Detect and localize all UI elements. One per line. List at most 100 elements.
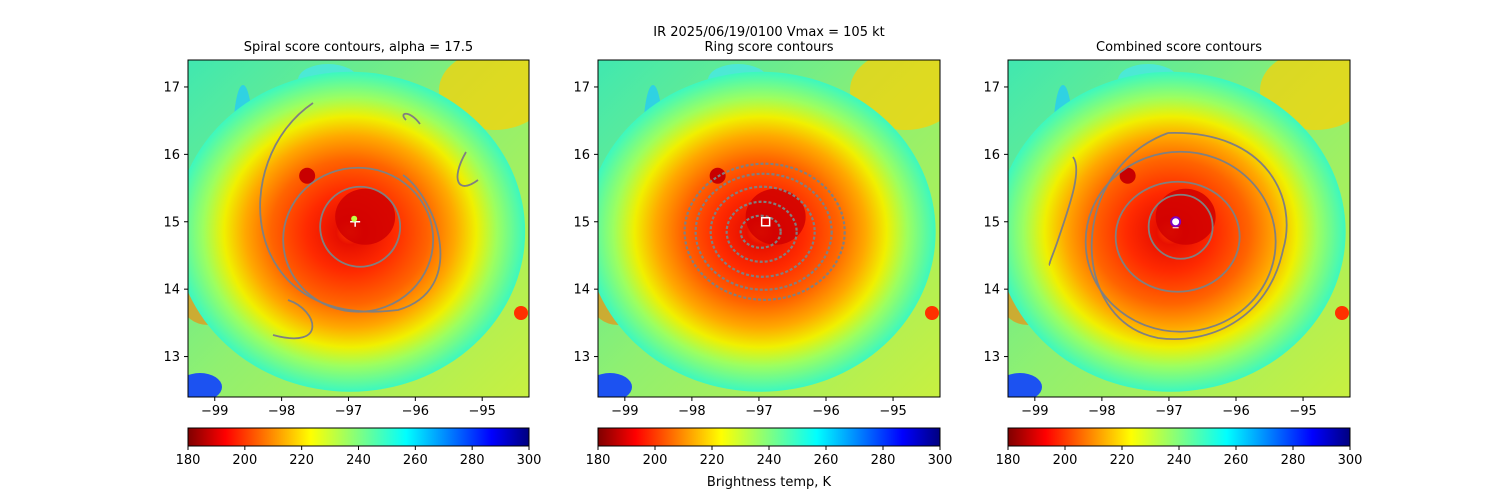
x-tick-label: −98: [268, 404, 295, 419]
colorbar-gradient: [1007, 427, 1351, 447]
y-tick-label: 13: [163, 350, 180, 365]
eyewall-cold-top: [1155, 188, 1216, 245]
center-marker-square: [760, 217, 771, 227]
panel-1: Spiral score contours, alpha = 17.5 −99 −9…: [163, 40, 542, 468]
colorbar-tick-label: 300: [517, 453, 542, 468]
x-tick-label: −96: [812, 404, 839, 419]
eyewall-cold-top: [745, 188, 806, 245]
colorbar-tick-label: 240: [757, 453, 782, 468]
cold-patch: [188, 373, 222, 397]
y-tick-label: 16: [163, 148, 180, 163]
y-tick-label: 14: [983, 283, 1000, 298]
x-tick-label: −99: [611, 404, 638, 419]
contour-line: [1048, 156, 1078, 266]
panel-title: Spiral score contours, alpha = 17.5: [244, 40, 473, 55]
colorbar-tick-label: 300: [928, 453, 953, 468]
colorbar-tick-label: 280: [460, 453, 485, 468]
y-tick-label: 13: [573, 350, 590, 365]
panel-2: Ring score contours −99 −98 −97 −96 −95 13 14 15…: [573, 40, 953, 468]
y-tick-label: 17: [573, 80, 590, 95]
contour-line: [725, 200, 798, 263]
colorbar-tick-label: 240: [346, 453, 371, 468]
warm-spot: [1335, 306, 1349, 320]
x-tick-label: −98: [1088, 404, 1115, 419]
y-tick-label: 16: [573, 148, 590, 163]
colorbar-tick-label: 260: [403, 453, 428, 468]
contour-line: [739, 214, 782, 249]
colorbar-tick-label: 220: [1110, 453, 1135, 468]
x-tick-label: −96: [1222, 404, 1249, 419]
axes-frame: [1007, 59, 1351, 398]
contour-line: [1090, 132, 1288, 340]
axes-frame: [597, 59, 941, 398]
panel-title: Ring score contours: [704, 40, 833, 55]
warm-spot: [925, 306, 939, 320]
contour-line: [694, 172, 833, 291]
x-tick-label: −97: [1155, 404, 1182, 419]
satellite-image: [188, 60, 529, 397]
colorbar-tick-label: 260: [814, 453, 839, 468]
colorbar: 180 200 220 240 260 280 300: [996, 427, 1362, 468]
x-tick-label: −98: [678, 404, 705, 419]
contour-set: [1048, 132, 1288, 340]
colorbar-tick-label: 280: [1281, 453, 1306, 468]
colorbar-gradient: [187, 427, 530, 447]
x-tick-label: −97: [335, 404, 362, 419]
satellite-image: [598, 60, 940, 397]
y-tick-label: 14: [163, 283, 180, 298]
x-tick-label: −95: [1289, 404, 1316, 419]
y-tick-label: 15: [983, 215, 1000, 230]
contour-line: [1114, 180, 1241, 293]
contour-line: [1147, 193, 1214, 260]
convective-cell: [299, 167, 316, 184]
center-marker-circle: [1170, 216, 1182, 228]
suptitle-line1: IR 2025/06/19/0100 Vmax = 105 kt: [653, 25, 884, 40]
storm-cloud: [1008, 71, 1346, 392]
x-tick-label: −96: [402, 404, 429, 419]
colorbar-tick-label: 220: [700, 453, 725, 468]
colorbar-tick-label: 220: [289, 453, 314, 468]
y-tick-label: 16: [983, 148, 1000, 163]
x-tick-label: −99: [201, 404, 228, 419]
y-tick-label: 17: [163, 80, 180, 95]
storm-cloud: [598, 71, 936, 392]
colorbar-tick-label: 200: [643, 453, 668, 468]
colorbar-gradient: [597, 427, 941, 447]
axes-frame: [187, 59, 530, 398]
contour-line: [456, 151, 479, 187]
panel-title: Combined score contours: [1096, 40, 1262, 55]
colorbar-tick-label: 240: [1167, 453, 1192, 468]
satellite-image: [1008, 60, 1350, 397]
cold-patch: [1008, 373, 1042, 397]
contour-set: [683, 162, 846, 301]
contour-line: [259, 102, 442, 313]
contour-line: [683, 162, 846, 301]
x-tick-label: −99: [1021, 404, 1048, 419]
y-tick-label: 15: [163, 215, 180, 230]
contour-line: [1084, 150, 1277, 333]
convective-cell: [1119, 167, 1136, 184]
colorbar-label: Brightness temp, K: [707, 475, 832, 490]
contour-line: [709, 185, 816, 278]
warm-spot: [514, 306, 528, 320]
y-tick-label: 15: [573, 215, 590, 230]
colorbar-tick-label: 200: [1053, 453, 1078, 468]
contour-set: [259, 102, 479, 340]
contour-line: [402, 112, 421, 125]
colorbar-tick-label: 180: [586, 453, 611, 468]
colorbar-tick-label: 260: [1224, 453, 1249, 468]
x-tick-label: −97: [745, 404, 772, 419]
eyewall-cold-top: [335, 188, 396, 245]
colorbar-tick-label: 180: [176, 453, 201, 468]
y-tick-label: 14: [573, 283, 590, 298]
cold-patch: [598, 373, 632, 397]
contour-line: [319, 185, 402, 268]
colorbar-tick-label: 180: [996, 453, 1021, 468]
convective-cell: [709, 167, 726, 184]
colorbar: 180 200 220 240 260 280 300: [586, 427, 953, 468]
center-marker-cross: [350, 215, 361, 227]
x-tick-label: −95: [879, 404, 906, 419]
contour-line: [272, 299, 314, 340]
colorbar-tick-label: 200: [232, 453, 257, 468]
